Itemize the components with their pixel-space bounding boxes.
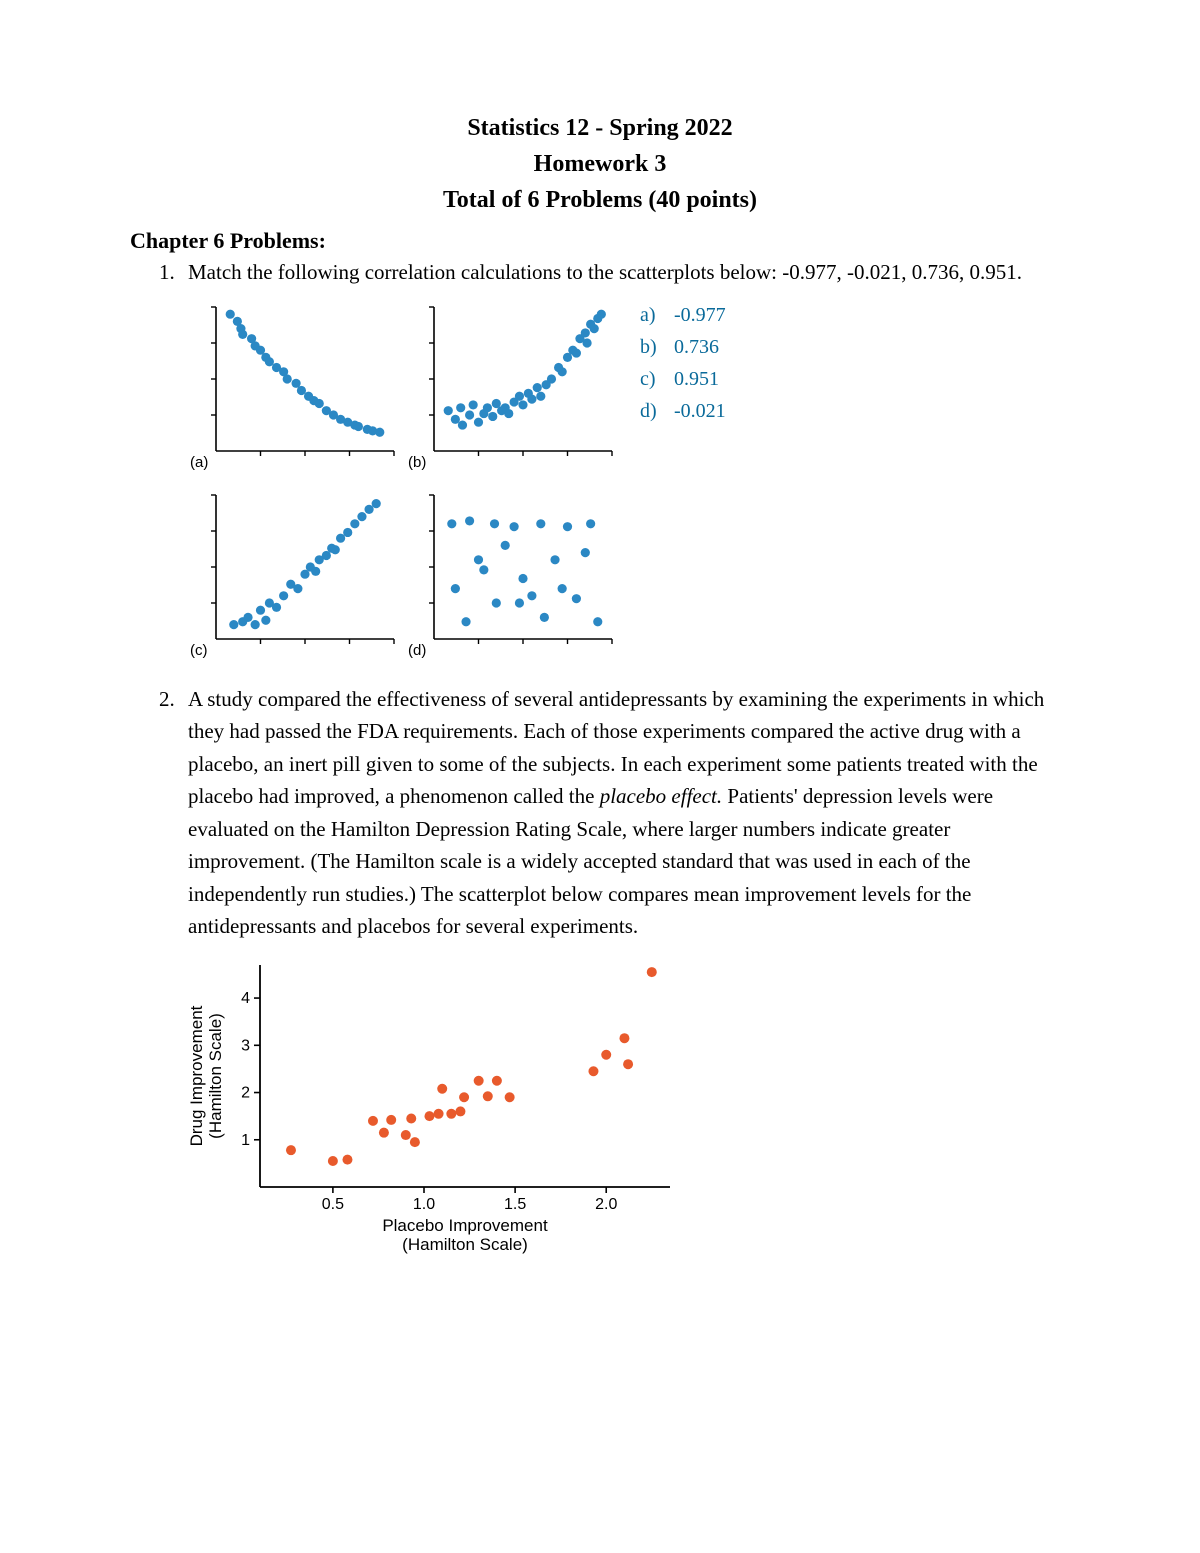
scatter-panel-grid: (a) (b) (c) (d): [188, 301, 616, 659]
answer-row: d) -0.021: [640, 395, 726, 427]
svg-text:Drug Improvement: Drug Improvement: [187, 1005, 206, 1146]
svg-text:(b): (b): [408, 454, 426, 471]
header-line-3: Total of 6 Problems (40 points): [130, 182, 1070, 218]
svg-text:Placebo Improvement: Placebo Improvement: [382, 1216, 548, 1235]
answer-list: a) -0.977 b) 0.736 c) 0.951 d) -0.021: [640, 299, 726, 427]
svg-text:(d): (d): [408, 642, 426, 659]
header-line-1: Statistics 12 - Spring 2022: [130, 110, 1070, 146]
svg-text:4: 4: [241, 990, 250, 1007]
answer-label: a): [640, 299, 662, 331]
answer-row: c) 0.951: [640, 363, 726, 395]
svg-text:(Hamilton Scale): (Hamilton Scale): [206, 1013, 225, 1139]
scatter-panel: (c): [188, 489, 398, 659]
problem-2: A study compared the effectiveness of se…: [180, 683, 1070, 1267]
scatter-chart: 0.51.01.52.01234Placebo Improvement(Hami…: [180, 957, 680, 1257]
svg-text:1.5: 1.5: [504, 1196, 526, 1213]
answer-value: 0.736: [674, 331, 719, 363]
problem-1: Match the following correlation calculat…: [180, 256, 1070, 659]
answer-value: -0.977: [674, 299, 726, 331]
header-line-2: Homework 3: [130, 146, 1070, 182]
svg-text:3: 3: [241, 1037, 250, 1054]
page-header: Statistics 12 - Spring 2022 Homework 3 T…: [130, 110, 1070, 218]
document-page: Statistics 12 - Spring 2022 Homework 3 T…: [0, 0, 1200, 1350]
section-heading: Chapter 6 Problems:: [130, 228, 1070, 254]
svg-text:(a): (a): [190, 454, 208, 471]
answer-value: 0.951: [674, 363, 719, 395]
scatter-panel: (d): [406, 489, 616, 659]
svg-text:1.0: 1.0: [413, 1196, 435, 1213]
answer-label: b): [640, 331, 662, 363]
svg-text:1: 1: [241, 1132, 250, 1149]
answer-row: b) 0.736: [640, 331, 726, 363]
answer-value: -0.021: [674, 395, 726, 427]
scatter-panel: (a): [188, 301, 398, 471]
answer-row: a) -0.977: [640, 299, 726, 331]
drug-placebo-scatter: 0.51.01.52.01234Placebo Improvement(Hami…: [180, 957, 1070, 1267]
svg-text:2: 2: [241, 1084, 250, 1101]
svg-text:2.0: 2.0: [595, 1196, 617, 1213]
answer-label: d): [640, 395, 662, 427]
problem-list: Match the following correlation calculat…: [148, 256, 1070, 1266]
problem-1-figure-row: (a) (b) (c) (d) a) -0.977 b) 0.736 c) 0.951 d) -0.…: [188, 301, 1070, 659]
scatter-panel: (b): [406, 301, 616, 471]
answer-label: c): [640, 363, 662, 395]
svg-text:(Hamilton Scale): (Hamilton Scale): [402, 1235, 528, 1254]
problem-1-text: Match the following correlation calculat…: [188, 260, 1022, 284]
svg-text:(c): (c): [190, 642, 208, 659]
problem-2-italic: placebo effect.: [600, 784, 722, 808]
svg-text:0.5: 0.5: [322, 1196, 344, 1213]
